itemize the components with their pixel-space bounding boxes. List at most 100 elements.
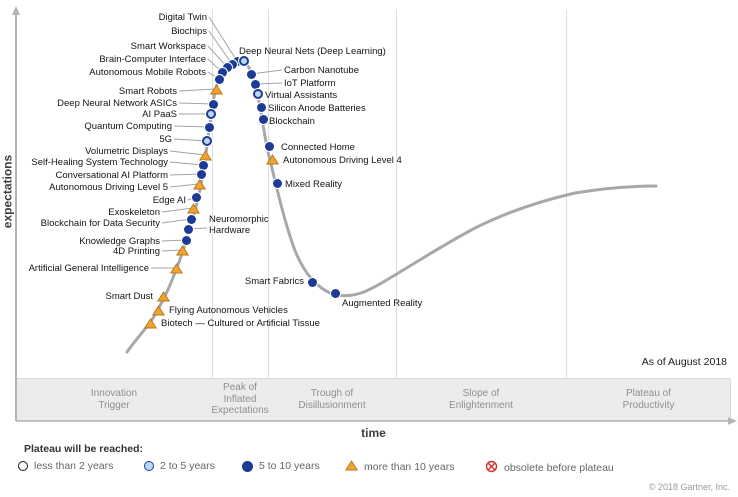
label-blockchain: Blockchain xyxy=(269,115,315,127)
marker-knowledge-graphs xyxy=(181,235,191,245)
label-digital-twin: Digital Twin xyxy=(158,11,207,23)
leader-line-smart-robots xyxy=(178,88,217,92)
marker-neuromorphic-hardware xyxy=(183,224,193,234)
marker-mixed-reality xyxy=(272,178,282,188)
label-conversational-ai-platform: Conversational AI Platform xyxy=(55,169,168,181)
label-edge-ai: Edge AI xyxy=(152,194,186,206)
marker-flying-autonomous-vehicles xyxy=(151,304,165,315)
marker-blockchain xyxy=(258,114,268,124)
label-iot-platform: IoT Platform xyxy=(284,77,336,89)
label-artificial-general-intelligence: Artificial General Intelligence xyxy=(28,262,149,274)
x-axis-arrow-icon xyxy=(728,417,737,425)
label-mixed-reality: Mixed Reality xyxy=(285,178,343,190)
label-deep-neural-nets-deep-learning: Deep Neural Nets (Deep Learning) xyxy=(239,45,386,57)
marker-silicon-anode-batteries xyxy=(256,102,266,112)
leader-line-carbon-nanotube xyxy=(250,69,283,75)
phase-label-trough-of-disillusionment: Trough of Disillusionment xyxy=(298,388,366,411)
legend-item-label: 2 to 5 years xyxy=(160,460,215,472)
leader-line-5g xyxy=(173,138,208,142)
label-knowledge-graphs: Knowledge Graphs xyxy=(79,235,160,247)
legend-item-5-to-10-years: 5 to 10 years xyxy=(242,460,320,472)
leader-line-self-healing-system-technology xyxy=(169,161,204,166)
legend-item-less-than-2-years: less than 2 years xyxy=(18,460,113,472)
light-blue-circle-icon xyxy=(144,461,154,471)
white-circle-icon xyxy=(18,461,28,471)
label-autonomous-driving-level-5: Autonomous Driving Level 5 xyxy=(49,181,168,193)
label-ai-paas: AI PaaS xyxy=(142,108,177,120)
phase-band xyxy=(16,378,731,421)
marker-quantum-computing xyxy=(204,122,214,132)
leader-line-biochips xyxy=(208,30,233,65)
leader-line-exoskeleton xyxy=(161,207,194,213)
label-autonomous-mobile-robots: Autonomous Mobile Robots xyxy=(89,66,206,78)
marker-conversational-ai-platform xyxy=(196,169,206,179)
leader-line-deep-neural-network-asics xyxy=(178,102,214,105)
marker-brain-computer-interface xyxy=(217,67,227,77)
marker-volumetric-displays xyxy=(198,149,212,160)
marker-smart-robots xyxy=(209,83,223,94)
label-biochips: Biochips xyxy=(171,25,207,37)
marker-4d-printing xyxy=(175,244,189,255)
as-of-note: As of August 2018 xyxy=(641,356,727,368)
label-deep-neural-network-asics: Deep Neural Network ASICs xyxy=(57,97,177,109)
marker-virtual-assistants xyxy=(253,89,263,99)
marker-connected-home xyxy=(264,141,274,151)
marker-self-healing-system-technology xyxy=(198,160,208,170)
leader-line-autonomous-driving-level-5 xyxy=(169,183,200,188)
label-brain-computer-interface: Brain-Computer Interface xyxy=(99,53,206,65)
label-smart-dust: Smart Dust xyxy=(105,290,153,302)
label-volumetric-displays: Volumetric Displays xyxy=(85,145,168,157)
marker-blockchain-for-data-security xyxy=(186,214,196,224)
label-quantum-computing: Quantum Computing xyxy=(84,120,172,132)
leader-line-blockchain-for-data-security xyxy=(161,218,192,224)
label-smart-robots: Smart Robots xyxy=(118,85,177,97)
phase-label-plateau-of-productivity: Plateau of Productivity xyxy=(622,388,675,411)
legend-item-label: more than 10 years xyxy=(364,461,455,473)
label-smart-workspace: Smart Workspace xyxy=(130,40,206,52)
legend-item-more-than-10-years: more than 10 years xyxy=(344,460,455,474)
gridline xyxy=(396,10,397,378)
label-connected-home: Connected Home xyxy=(281,141,355,153)
label-smart-fabrics: Smart Fabrics xyxy=(244,275,304,287)
legend-item-label: 5 to 10 years xyxy=(259,460,320,472)
legend-item-obsolete-before-plateau: obsolete before plateau xyxy=(485,460,614,476)
label-carbon-nanotube: Carbon Nanotube xyxy=(284,64,359,76)
legend-heading: Plateau will be reached: xyxy=(24,443,144,455)
label-neuromorphic-hardware: Neuromorphic Hardware xyxy=(209,214,269,236)
leader-line-quantum-computing xyxy=(173,125,210,128)
label-silicon-anode-batteries: Silicon Anode Batteries xyxy=(268,102,366,114)
marker-smart-workspace xyxy=(222,62,232,72)
marker-deep-neural-network-asics xyxy=(208,99,218,109)
phase-label-peak-of-inflated-expectations: Peak of Inflated Expectations xyxy=(211,382,269,417)
marker-smart-fabrics xyxy=(307,277,317,287)
leader-line-iot-platform xyxy=(254,82,283,85)
marker-edge-ai xyxy=(191,192,201,202)
orange-triangle-icon xyxy=(344,460,359,474)
legend-item-label: obsolete before plateau xyxy=(504,462,614,474)
marker-biochips xyxy=(227,59,237,69)
legend-item-2-to-5-years: 2 to 5 years xyxy=(144,460,215,472)
copyright-note: © 2018 Gartner, Inc. xyxy=(648,482,730,492)
leader-line-conversational-ai-platform xyxy=(169,173,202,176)
marker-artificial-general-intelligence xyxy=(169,262,183,273)
marker-digital-twin xyxy=(232,56,242,66)
label-4d-printing: 4D Printing xyxy=(113,245,160,257)
label-5g: 5G xyxy=(159,133,172,145)
marker-carbon-nanotube xyxy=(246,69,256,79)
leader-line-volumetric-displays xyxy=(169,150,206,156)
legend-item-label: less than 2 years xyxy=(34,460,114,472)
marker-autonomous-mobile-robots xyxy=(214,74,224,84)
marker-autonomous-driving-level-5 xyxy=(192,178,206,189)
label-exoskeleton: Exoskeleton xyxy=(108,206,160,218)
leader-line-digital-twin xyxy=(208,16,238,62)
gridline xyxy=(268,10,269,378)
marker-autonomous-driving-level-4 xyxy=(265,153,279,164)
label-virtual-assistants: Virtual Assistants xyxy=(265,89,338,101)
label-biotech-cultured-or-artificial-tissue: Biotech — Cultured or Artificial Tissue xyxy=(161,317,320,329)
label-augmented-reality: Augmented Reality xyxy=(342,297,423,309)
label-flying-autonomous-vehicles: Flying Autonomous Vehicles xyxy=(169,304,288,316)
marker-ai-paas xyxy=(206,109,216,119)
label-self-healing-system-technology: Self-Healing System Technology xyxy=(31,156,168,168)
marker-biotech-cultured-or-artificial-tissue xyxy=(143,317,157,328)
